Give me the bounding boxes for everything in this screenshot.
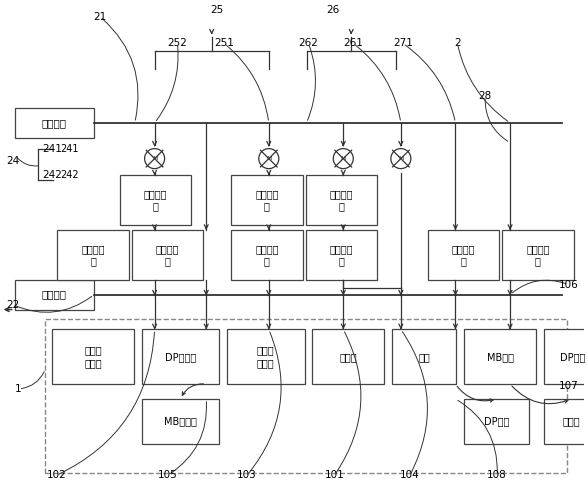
Text: 105: 105 [158, 470, 177, 480]
Bar [120, 175, 191, 225]
Text: 241: 241 [42, 144, 62, 154]
Bar [305, 175, 377, 225]
Text: 第二水冷
排: 第二水冷 排 [255, 244, 279, 266]
Text: 干泵低
真空段: 干泵低 真空段 [257, 345, 275, 368]
Text: 干泵高
真空段: 干泵高 真空段 [84, 345, 102, 368]
Text: 岁茲泵: 岁茲泵 [339, 352, 357, 362]
Text: 28: 28 [478, 91, 492, 101]
Bar [502, 230, 573, 280]
Text: 第三水冷
排: 第三水冷 排 [329, 244, 353, 266]
Text: 进水接口: 进水接口 [42, 118, 67, 128]
Text: M: M [266, 156, 271, 161]
Bar [227, 329, 305, 384]
Text: 106: 106 [559, 280, 579, 290]
Text: 242: 242 [60, 170, 79, 181]
Text: MB变频器: MB变频器 [164, 416, 197, 426]
Text: M: M [340, 156, 346, 161]
Text: DP变频器: DP变频器 [165, 352, 196, 362]
Bar [428, 230, 499, 280]
Text: 第一水冷
排: 第一水冷 排 [81, 244, 105, 266]
Bar [305, 230, 377, 280]
Text: 108: 108 [487, 470, 507, 480]
Text: M: M [398, 156, 403, 161]
Bar [544, 329, 587, 384]
Text: 241: 241 [60, 144, 79, 154]
Bar [464, 329, 536, 384]
Text: 261: 261 [343, 38, 363, 48]
Text: 262: 262 [299, 38, 318, 48]
Bar [392, 329, 457, 384]
Text: 油筒: 油筒 [419, 352, 430, 362]
Bar [464, 399, 529, 444]
Text: 104: 104 [400, 470, 420, 480]
Text: 101: 101 [325, 470, 344, 480]
Bar [141, 399, 219, 444]
Text: 107: 107 [559, 381, 579, 391]
Text: 第四水冷
排: 第四水冷 排 [451, 244, 475, 266]
Text: 2: 2 [454, 38, 461, 48]
Text: 1: 1 [15, 384, 22, 394]
Bar [231, 230, 302, 280]
Text: 第二水冷
排: 第二水冷 排 [255, 189, 279, 211]
Bar [131, 230, 203, 280]
Text: 103: 103 [237, 470, 257, 480]
Bar [15, 108, 94, 138]
Text: 回水接口: 回水接口 [42, 290, 67, 300]
Bar [231, 175, 302, 225]
Text: 第四水冷
排: 第四水冷 排 [526, 244, 549, 266]
Text: M: M [152, 156, 157, 161]
Bar [58, 230, 129, 280]
Text: 第一水冷
排: 第一水冷 排 [144, 189, 167, 211]
Text: 第四水冷
排: 第四水冷 排 [156, 244, 179, 266]
Text: 第三水冷
排: 第三水冷 排 [329, 189, 353, 211]
Bar [52, 329, 134, 384]
Text: DP电机: DP电机 [560, 352, 585, 362]
Text: 25: 25 [211, 5, 224, 15]
Text: 252: 252 [167, 38, 187, 48]
Text: 242: 242 [42, 170, 62, 181]
Text: 102: 102 [46, 470, 66, 480]
Bar [15, 280, 94, 310]
Bar [312, 329, 384, 384]
Text: 26: 26 [327, 5, 340, 15]
Bar [141, 329, 219, 384]
Text: MB电机: MB电机 [487, 352, 514, 362]
Bar [544, 399, 587, 444]
Text: DP油筒: DP油筒 [484, 416, 510, 426]
Text: 271: 271 [393, 38, 413, 48]
Text: 齿轮筒: 齿轮筒 [562, 416, 580, 426]
Text: 251: 251 [214, 38, 234, 48]
Text: 22: 22 [6, 300, 19, 310]
Bar [45, 319, 566, 473]
Text: 24: 24 [6, 155, 19, 166]
Text: 21: 21 [93, 12, 107, 21]
